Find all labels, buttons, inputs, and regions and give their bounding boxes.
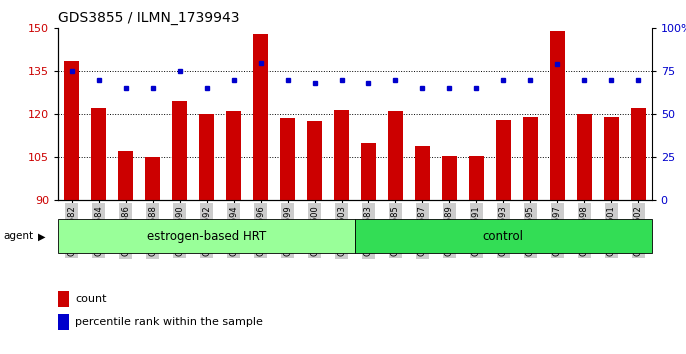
Bar xyxy=(253,34,268,200)
Bar xyxy=(355,219,652,253)
Bar xyxy=(58,314,69,331)
Text: ▶: ▶ xyxy=(38,231,45,241)
Bar xyxy=(226,111,241,200)
Bar xyxy=(280,119,295,200)
Bar xyxy=(388,111,403,200)
Bar xyxy=(91,108,106,200)
Bar xyxy=(64,61,79,200)
Bar xyxy=(604,117,619,200)
Bar xyxy=(469,156,484,200)
Text: count: count xyxy=(75,294,107,304)
Text: agent: agent xyxy=(3,231,34,241)
Text: control: control xyxy=(483,230,524,243)
Bar xyxy=(523,117,538,200)
Bar xyxy=(631,108,646,200)
Bar xyxy=(307,121,322,200)
Bar xyxy=(442,156,457,200)
Bar xyxy=(334,110,349,200)
Bar xyxy=(145,157,160,200)
Bar xyxy=(415,145,430,200)
Bar xyxy=(496,120,511,200)
Bar xyxy=(58,291,69,307)
Bar xyxy=(577,114,592,200)
Bar xyxy=(172,101,187,200)
Bar xyxy=(199,114,214,200)
Bar xyxy=(550,31,565,200)
Bar xyxy=(361,143,376,200)
Bar xyxy=(118,152,133,200)
Text: percentile rank within the sample: percentile rank within the sample xyxy=(75,317,263,327)
Bar xyxy=(58,219,355,253)
Text: estrogen-based HRT: estrogen-based HRT xyxy=(147,230,266,243)
Text: GDS3855 / ILMN_1739943: GDS3855 / ILMN_1739943 xyxy=(58,11,240,25)
